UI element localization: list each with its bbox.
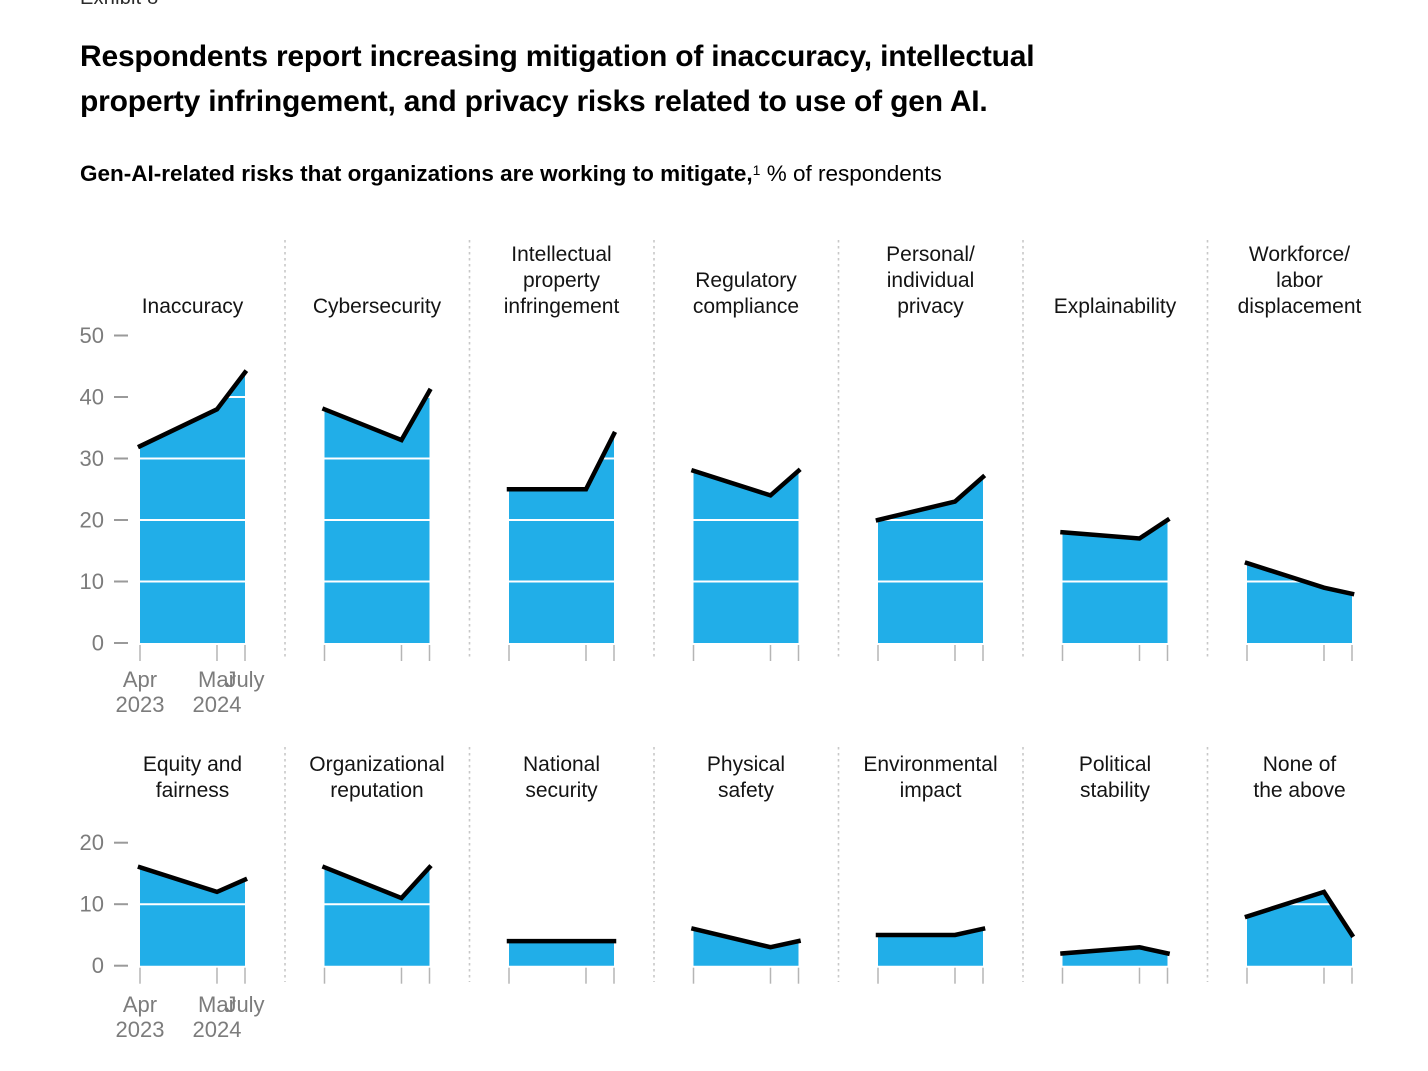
chart-none-of-the-above: None of the above [1244, 753, 1356, 984]
gridlines [694, 843, 799, 905]
x-axis-label: July [225, 667, 264, 692]
chart-title-regulatory-compliance: Regulatory compliance [693, 269, 799, 318]
area-fill [878, 928, 983, 966]
y-axis-label: 10 [80, 892, 104, 917]
x-axis-label: Mar [198, 667, 236, 692]
chart-title-cybersecurity: Cybersecurity [313, 295, 442, 318]
trend-line [321, 864, 433, 901]
exhibit-number-label: Exhibit 8 [80, 0, 159, 10]
trend-line [321, 387, 433, 443]
chart-title-organizational-reputation: Organizational reputation [309, 753, 444, 802]
chart-explainability: Explainability [1054, 295, 1177, 661]
gridlines [140, 903, 245, 906]
trend-line [1244, 560, 1355, 597]
trend-line [1060, 516, 1171, 541]
area-fill [693, 928, 799, 966]
page-title-line-1: Respondents report increasing mitigation… [80, 40, 1035, 73]
y-axis-label: 20 [80, 508, 104, 533]
chart-political-stability: Political stability [1060, 753, 1171, 984]
trend-line [875, 926, 986, 938]
x-axis-label: Apr [123, 992, 157, 1017]
y-axis-label: 10 [80, 569, 104, 594]
gridlines [509, 843, 614, 905]
trend-line [690, 926, 802, 950]
gridlines [1247, 580, 1352, 583]
trend-line [690, 467, 802, 498]
chart-title-equity-and-fairness: Equity and fairness [143, 753, 242, 802]
chart-organizational-reputation: Organizational reputation [309, 753, 445, 984]
trend-line [136, 369, 249, 450]
area-fill [324, 390, 430, 643]
chart-workforce-labor-displacement: Workforce/labor displacement [1238, 243, 1362, 661]
area-fill [324, 867, 430, 966]
y-axis-label: 40 [80, 385, 104, 410]
y-axis-label: 0 [92, 631, 104, 656]
chart-title-physical-safety: Physical safety [707, 753, 785, 802]
subtitle-bold-text: Gen-AI-related risks that organizations … [80, 161, 753, 186]
gridlines [1062, 520, 1168, 583]
page-title-line-2: property infringement, and privacy risks… [80, 85, 988, 118]
gridlines [878, 519, 983, 583]
x-axis-label: 2024 [193, 1017, 242, 1042]
trend-line [875, 473, 987, 523]
x-axis-label: 2023 [116, 692, 165, 717]
y-axis-label: 30 [80, 446, 104, 471]
area-fill [1247, 563, 1352, 643]
chart-title-personal-individual-privacy: Personal/individual privacy [886, 243, 975, 318]
area-fill [1247, 891, 1352, 966]
footnote-marker: 1 [752, 162, 761, 178]
chart-environmental-impact: Environmental impact [863, 753, 998, 984]
area-fill [509, 941, 614, 966]
area-fill [693, 470, 799, 643]
gridlines [878, 843, 983, 905]
chart-national-security: National security [506, 753, 617, 984]
trend-line [1060, 944, 1171, 957]
chart-title-inaccuracy: Inaccuracy [142, 295, 244, 318]
chart-regulatory-compliance: Regulatory compliance [690, 269, 802, 661]
trend-line [506, 430, 618, 492]
trend-line [137, 864, 248, 895]
chart-title-national-security: National security [523, 753, 600, 802]
x-axis-label: 2024 [193, 692, 242, 717]
chart-title-intellectual-property-infringement: Intellectual property infringement [504, 243, 620, 318]
subtitle-regular-text: % of respondents [760, 161, 942, 186]
area-fill [878, 476, 983, 643]
chart-intellectual-property-infringement: Intellectual property infringement [504, 243, 620, 661]
chart-personal-individual-privacy: Personal/individual privacy [875, 243, 987, 661]
trend-line [1244, 889, 1356, 939]
y-axis-label: 50 [80, 323, 104, 348]
chart-cybersecurity: Cybersecurity [313, 295, 442, 661]
gridlines [324, 903, 430, 906]
chart-subtitle: Gen-AI-related risks that organizations … [80, 161, 1380, 187]
x-axis-label: 2023 [116, 1017, 165, 1042]
x-axis-label: July [225, 992, 264, 1017]
chart-physical-safety: Physical safety [690, 753, 802, 984]
gridlines [1063, 843, 1168, 905]
chart-title-explainability: Explainability [1054, 295, 1177, 318]
gridlines [1247, 903, 1352, 906]
x-axis-label: Mar [198, 992, 236, 1017]
chart-title-environmental-impact: Environmental impact [863, 753, 997, 802]
y-axis-label: 0 [92, 953, 104, 978]
y-axis-label: 20 [80, 830, 104, 855]
x-axis-label: Apr [123, 667, 157, 692]
area-fill [140, 372, 245, 643]
chart-title-political-stability: Political stability [1079, 753, 1151, 802]
chart-title-workforce-labor-displacement: Workforce/labor displacement [1238, 243, 1362, 318]
chart-title-none-of-the-above: None of the above [1253, 753, 1345, 802]
gridlines [693, 519, 799, 583]
page-title: Respondents report increasing mitigation… [80, 34, 1340, 124]
